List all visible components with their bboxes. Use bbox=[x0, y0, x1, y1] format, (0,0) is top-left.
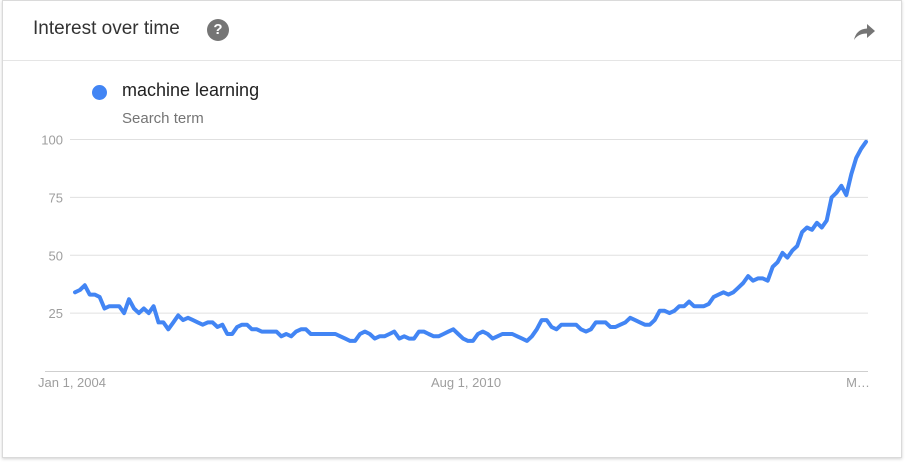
legend-dot bbox=[92, 85, 107, 100]
y-tick-label-25: 25 bbox=[49, 306, 63, 321]
legend-series-subtitle: Search term bbox=[122, 110, 204, 127]
help-icon[interactable]: ? bbox=[207, 19, 229, 41]
x-tick-label-0: Jan 1, 2004 bbox=[38, 375, 106, 390]
y-tick-label-50: 50 bbox=[49, 248, 63, 263]
chart-card: Interest over time ? machine learning Se… bbox=[2, 0, 902, 458]
y-tick-label-75: 75 bbox=[49, 190, 63, 205]
legend-series-name: machine learning bbox=[122, 80, 260, 100]
share-arrow-icon[interactable] bbox=[853, 21, 877, 41]
y-tick-label-100: 100 bbox=[41, 133, 63, 148]
chart-title: Interest over time bbox=[33, 18, 180, 39]
x-tick-label-2: M… bbox=[846, 375, 870, 390]
series-line-machine-learning bbox=[73, 139, 868, 343]
x-tick-label-1: Aug 1, 2010 bbox=[431, 375, 501, 390]
card-header: Interest over time ? bbox=[3, 1, 901, 61]
